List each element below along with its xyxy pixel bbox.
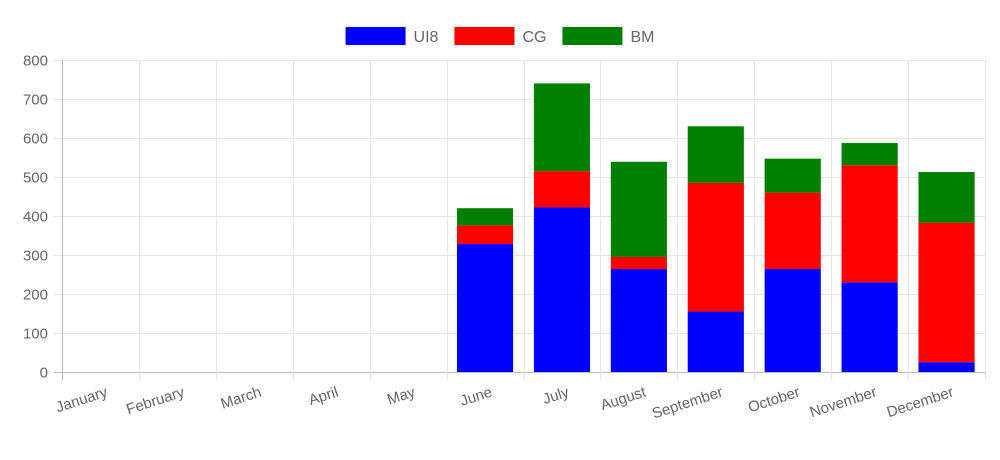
bar-ui8-december[interactable]	[918, 362, 975, 372]
legend-swatch-bm[interactable]	[562, 27, 623, 45]
bar-bm-july[interactable]	[533, 83, 591, 172]
bar-ui8-september[interactable]	[687, 311, 744, 372]
x-tick-label: September	[650, 384, 725, 423]
x-tick-label: March	[219, 384, 264, 413]
bar-bm-october[interactable]	[764, 158, 821, 193]
x-tick-label: May	[385, 383, 418, 408]
grid-lines	[54, 60, 986, 380]
x-tick-label: June	[458, 384, 494, 410]
y-axis: 0 100 200 300 400 500 600 700 800	[23, 53, 48, 382]
bar-cg-october[interactable]	[764, 192, 821, 270]
x-tick-label: January	[54, 383, 110, 416]
bar-ui8-november[interactable]	[841, 282, 898, 372]
x-tick-label: July	[541, 383, 572, 408]
bar-cg-november[interactable]	[841, 165, 898, 283]
bar-bm-august[interactable]	[610, 161, 667, 257]
legend: UI8 CG BM	[345, 27, 654, 46]
bar-bm-september[interactable]	[687, 126, 744, 183]
legend-label-cg[interactable]: CG	[522, 29, 546, 46]
x-tick-label: April	[307, 384, 341, 409]
bar-bm-june[interactable]	[456, 208, 514, 226]
bar-bm-december[interactable]	[918, 171, 975, 223]
x-tick-label: October	[746, 384, 802, 417]
y-tick-label: 500	[23, 170, 48, 187]
bar-cg-august[interactable]	[610, 256, 667, 270]
y-tick-label: 700	[23, 92, 48, 109]
y-tick-label: 800	[23, 53, 48, 70]
bar-ui8-october[interactable]	[764, 269, 821, 372]
bar-cg-june[interactable]	[456, 225, 514, 245]
x-tick-label: August	[598, 383, 648, 414]
x-tick-label: December	[885, 384, 956, 422]
legend-label-ui8[interactable]: UI8	[414, 29, 439, 46]
bar-bm-november[interactable]	[841, 143, 898, 166]
legend-label-bm[interactable]: BM	[630, 29, 654, 46]
y-tick-label: 0	[40, 365, 48, 382]
legend-swatch-cg[interactable]	[454, 27, 515, 45]
bar-ui8-july[interactable]	[533, 207, 591, 372]
y-tick-label: 200	[23, 287, 48, 304]
y-tick-label: 600	[23, 131, 48, 148]
bar-cg-september[interactable]	[687, 182, 744, 312]
x-tick-label: February	[124, 383, 187, 418]
bar-ui8-june[interactable]	[456, 244, 514, 372]
bars	[456, 83, 975, 372]
bar-cg-december[interactable]	[918, 222, 975, 363]
legend-swatch-ui8[interactable]	[345, 27, 406, 45]
bar-cg-july[interactable]	[533, 171, 591, 208]
x-tick-label: November	[808, 384, 879, 422]
x-axis: January February March April May June July Augu…	[54, 383, 956, 422]
bar-ui8-august[interactable]	[610, 269, 667, 372]
y-tick-label: 400	[23, 209, 48, 226]
y-tick-label: 300	[23, 248, 48, 265]
y-tick-label: 100	[23, 326, 48, 343]
